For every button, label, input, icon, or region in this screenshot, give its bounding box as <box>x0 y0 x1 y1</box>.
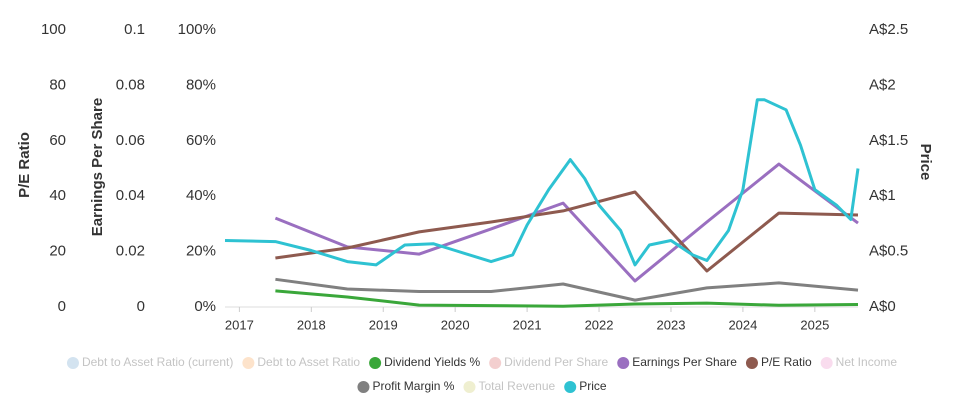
y-tick-label: 40% <box>186 187 216 204</box>
legend-marker[interactable] <box>463 381 476 393</box>
legend-marker[interactable] <box>489 357 502 369</box>
y-tick-label: 0% <box>194 298 216 315</box>
y-tick-label: 0.04 <box>116 187 145 204</box>
x-tick-label: 2021 <box>513 317 542 332</box>
series-line <box>224 98 860 267</box>
y-tick-label: 0.08 <box>116 76 145 93</box>
y-tick-label: A$0 <box>869 298 896 315</box>
legend-marker[interactable] <box>357 381 370 393</box>
legend-label[interactable]: Debt to Asset Ratio <box>257 355 360 369</box>
y-tick-label: 80 <box>49 76 66 93</box>
y4-axis-title: Price <box>917 144 934 181</box>
x-tick-label: 2022 <box>585 317 614 332</box>
y-tick-label: 0 <box>58 298 66 315</box>
y-tick-label: 20% <box>186 243 216 260</box>
series-line <box>274 162 859 283</box>
y-tick-label: 100% <box>178 21 216 38</box>
legend-marker[interactable] <box>745 357 758 369</box>
series-line <box>275 289 859 308</box>
y-tick-label: 80% <box>186 76 216 93</box>
y-tick-label: 0.06 <box>116 132 145 149</box>
legend-marker[interactable] <box>242 357 255 369</box>
y-axis-title: P/E Ratio <box>16 132 33 198</box>
y-tick-label: 0.02 <box>116 243 145 260</box>
legend-label[interactable]: Debt to Asset Ratio (current) <box>82 355 233 369</box>
y-tick-label: A$1.5 <box>869 132 908 149</box>
y-tick-label: 100 <box>41 21 66 38</box>
legend-label[interactable]: Dividend Yields % <box>384 355 480 369</box>
y-tick-label: A$1 <box>869 187 896 204</box>
legend-label[interactable]: Dividend Per Share <box>504 355 608 369</box>
legend-label[interactable]: P/E Ratio <box>761 355 812 369</box>
x-tick-label: 2025 <box>800 317 829 332</box>
legend-marker[interactable] <box>820 357 833 369</box>
y-tick-label: 0 <box>137 298 145 315</box>
legend-marker[interactable] <box>564 381 577 393</box>
y-tick-label: 60% <box>186 132 216 149</box>
legend-label[interactable]: Profit Margin % <box>372 379 454 393</box>
series-line <box>275 190 859 273</box>
x-tick-label: 2017 <box>225 317 254 332</box>
y-tick-label: 60 <box>49 132 66 149</box>
x-tick-label: 2018 <box>297 317 326 332</box>
legend-label[interactable]: Earnings Per Share <box>632 355 737 369</box>
y2-axis-title: Earnings Per Share <box>89 98 106 236</box>
x-tick-label: 2019 <box>369 317 398 332</box>
y-tick-label: A$2 <box>869 76 896 93</box>
x-tick-label: 2020 <box>441 317 470 332</box>
legend-label[interactable]: Price <box>579 379 607 393</box>
legend-marker[interactable] <box>66 357 79 369</box>
legend-label[interactable]: Net Income <box>836 355 898 369</box>
y-tick-label: A$2.5 <box>869 21 908 38</box>
x-tick-label: 2024 <box>728 317 757 332</box>
series-line <box>275 277 859 302</box>
legend-marker[interactable] <box>617 357 630 369</box>
y-tick-label: A$0.5 <box>869 243 908 260</box>
y-tick-label: 0.1 <box>124 21 145 38</box>
x-tick-label: 2023 <box>657 317 686 332</box>
legend-label[interactable]: Total Revenue <box>478 379 555 393</box>
legend-marker[interactable] <box>369 357 382 369</box>
y-tick-label: 20 <box>49 243 66 260</box>
y-tick-label: 40 <box>49 187 66 204</box>
